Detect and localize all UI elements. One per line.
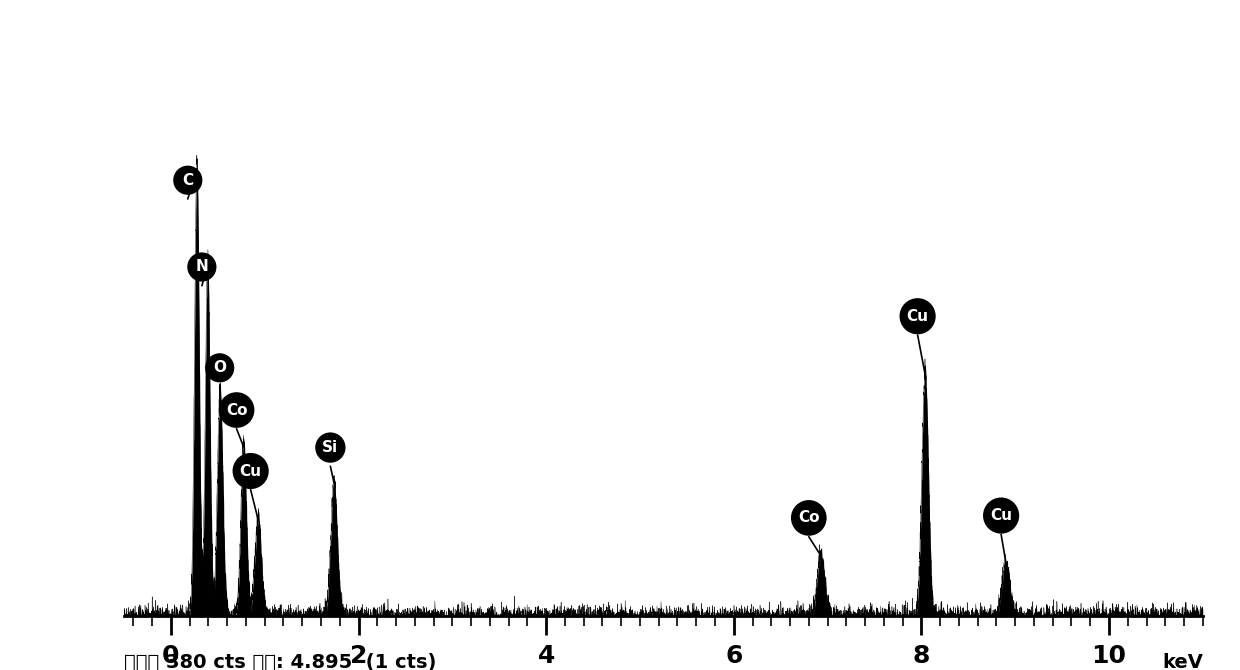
Text: C: C (182, 173, 193, 188)
Text: Cu: Cu (239, 464, 262, 478)
Text: Co: Co (226, 403, 247, 417)
Text: Si: Si (322, 440, 339, 455)
Text: Cu: Cu (990, 508, 1012, 523)
Text: O: O (213, 360, 226, 375)
Text: Cu: Cu (906, 309, 929, 324)
Text: Co: Co (799, 511, 820, 525)
Text: keV: keV (1162, 653, 1203, 670)
Text: N: N (196, 259, 208, 275)
Text: 满量程 380 cts 光标: 4.895  (1 cts): 满量程 380 cts 光标: 4.895 (1 cts) (124, 653, 436, 670)
